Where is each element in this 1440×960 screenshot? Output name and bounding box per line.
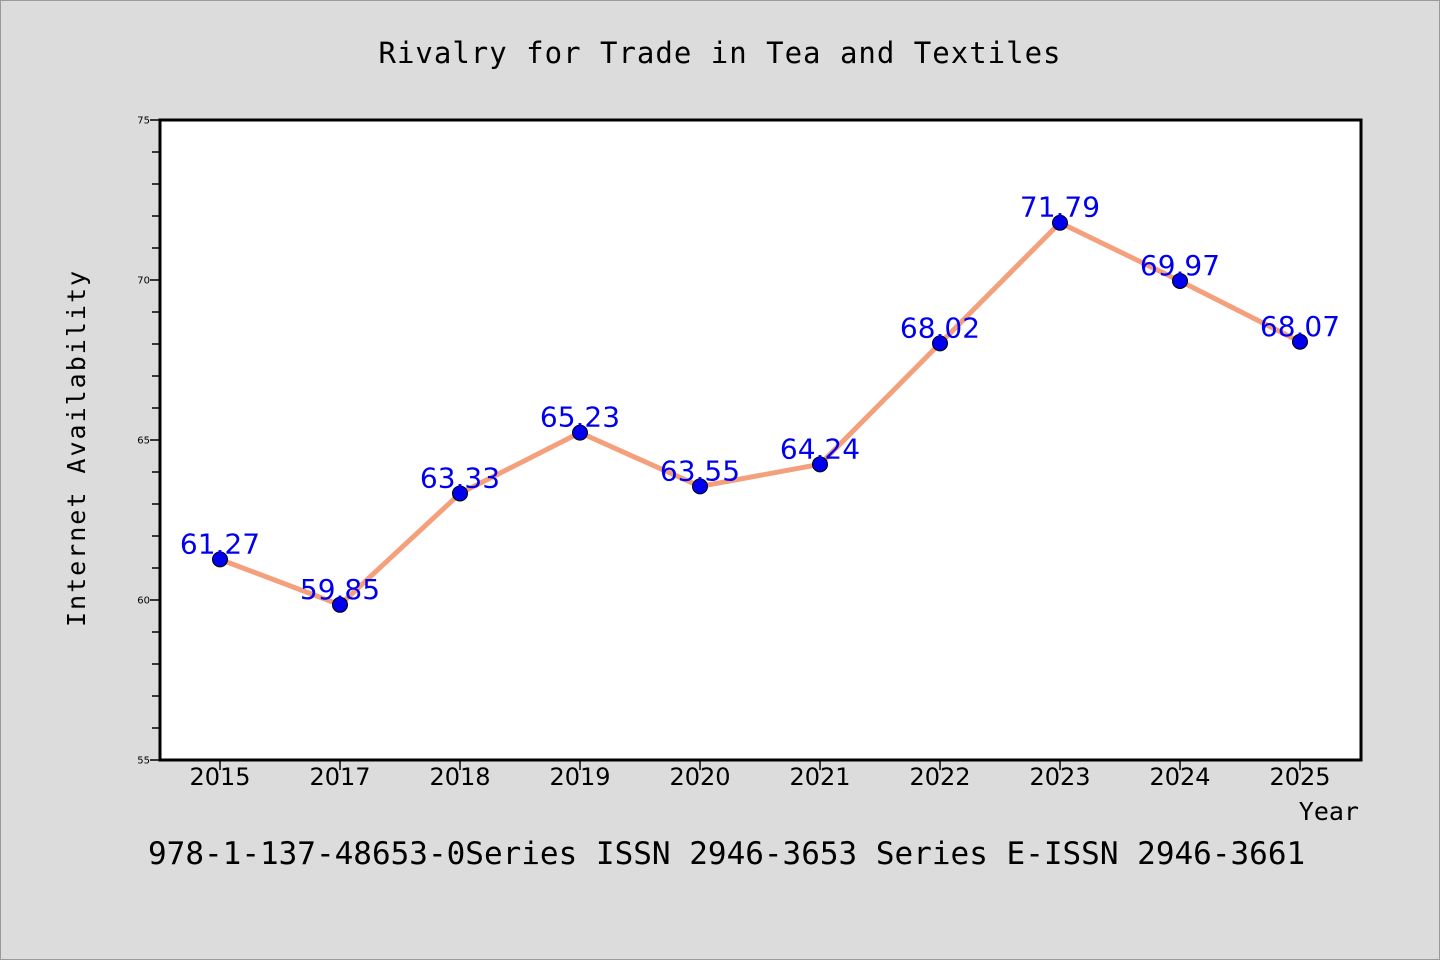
x-axis-tick-labels: 2015 2017 2018 2019 2020 2021 2022 2023 2024 2025 xyxy=(189,763,1330,791)
data-point-marker xyxy=(812,456,828,473)
x-axis-label: Year xyxy=(1299,797,1359,826)
x-tick-label: 2021 xyxy=(789,763,850,791)
data-label: 61.27 xyxy=(180,527,260,560)
x-axis-ticks xyxy=(219,760,1301,770)
y-axis-ticks xyxy=(150,119,160,761)
data-point-marker xyxy=(1292,333,1308,350)
series-line xyxy=(217,220,1303,608)
data-point-marker xyxy=(1052,214,1068,231)
x-tick-label: 2025 xyxy=(1269,763,1330,791)
data-point-marker xyxy=(332,596,348,613)
y-axis-label: Internet Availability xyxy=(62,269,91,627)
data-point-marker xyxy=(932,335,948,352)
x-tick-label: 2019 xyxy=(549,763,610,791)
data-point-marker xyxy=(692,478,708,495)
x-tick-label: 2022 xyxy=(909,763,970,791)
y-tick-label: 75 xyxy=(137,116,150,127)
footer-isbn-issn: 978-1-137-48653-0Series ISSN 2946-3653 S… xyxy=(148,836,1305,872)
data-label: 64.24 xyxy=(780,432,860,465)
chart-title: Rivalry for Trade in Tea and Textiles xyxy=(378,36,1061,70)
data-label: 68.02 xyxy=(900,311,980,344)
y-tick-label: 65 xyxy=(137,436,150,447)
data-label: 59.85 xyxy=(300,573,380,606)
data-label: 69.97 xyxy=(1140,249,1220,282)
x-tick-label: 2017 xyxy=(309,763,370,791)
x-tick-label: 2018 xyxy=(429,763,490,791)
x-tick-label: 2015 xyxy=(189,763,250,791)
y-tick-label: 60 xyxy=(137,596,150,607)
x-tick-label: 2024 xyxy=(1149,763,1210,791)
data-point-marker xyxy=(1172,272,1188,289)
x-tick-label: 2020 xyxy=(669,763,730,791)
data-label: 68.07 xyxy=(1260,310,1340,343)
y-axis-tick-labels: 55 60 65 70 75 xyxy=(137,116,150,767)
data-label: 65.23 xyxy=(540,401,620,434)
data-point-marker xyxy=(212,551,228,568)
data-label: 63.55 xyxy=(660,454,740,487)
series-markers xyxy=(212,214,1308,613)
x-tick-label: 2023 xyxy=(1029,763,1090,791)
data-label: 63.33 xyxy=(420,461,500,494)
data-label: 71.79 xyxy=(1020,191,1100,224)
y-tick-label: 55 xyxy=(137,756,150,767)
y-tick-label: 70 xyxy=(137,276,150,287)
plot-area xyxy=(158,118,1363,762)
data-labels: 61.27 59.85 63.33 65.23 63.55 64.24 68.02 71.79… xyxy=(180,191,1340,606)
data-point-marker xyxy=(572,424,588,441)
data-point-marker xyxy=(452,485,468,502)
